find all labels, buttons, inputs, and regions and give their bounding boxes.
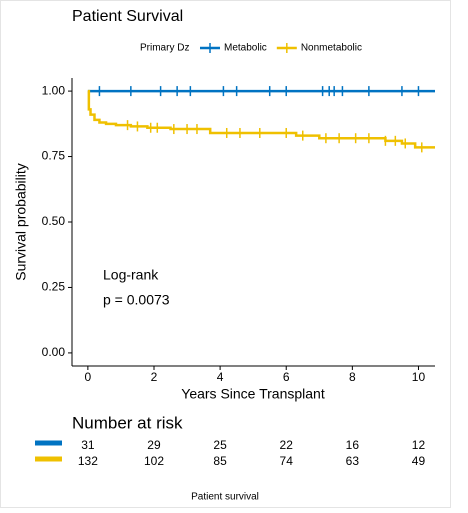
risk-count: 12	[412, 438, 426, 452]
survival-curve	[87, 89, 435, 149]
risk-count: 85	[213, 454, 227, 468]
x-tick-label: 2	[151, 370, 158, 384]
legend-label: Metabolic	[224, 43, 267, 54]
risk-count: 22	[280, 438, 294, 452]
x-tick-label: 4	[217, 370, 224, 384]
risk-count: 74	[280, 454, 294, 468]
risk-count: 49	[412, 454, 426, 468]
risk-count: 63	[346, 454, 360, 468]
y-tick-label: 0.75	[42, 149, 66, 163]
x-tick-label: 0	[85, 370, 92, 384]
risk-count: 132	[78, 454, 98, 468]
x-tick-label: 8	[349, 370, 356, 384]
risk-count: 102	[144, 454, 164, 468]
risk-count: 25	[213, 438, 227, 452]
legend-label: Nonmetabolic	[301, 43, 362, 54]
risk-count: 16	[346, 438, 360, 452]
x-tick-label: 10	[412, 370, 426, 384]
annotation: p = 0.0073	[103, 292, 170, 308]
risk-count: 29	[147, 438, 161, 452]
y-tick-label: 1.00	[42, 83, 66, 97]
y-tick-label: 0.25	[42, 280, 66, 294]
frame	[0, 0, 451, 508]
risk-table-title: Number at risk	[72, 413, 183, 432]
legend-title: Primary Dz	[140, 43, 189, 54]
risk-count: 31	[81, 438, 95, 452]
chart-title: Patient Survival	[72, 8, 183, 25]
y-tick-label: 0.00	[42, 345, 66, 359]
x-axis-label: Years Since Transplant	[181, 386, 325, 402]
annotation: Log-rank	[103, 267, 159, 283]
y-tick-label: 0.50	[42, 214, 66, 228]
x-tick-label: 6	[283, 370, 290, 384]
caption: Patient survival	[191, 492, 259, 503]
y-axis-label: Survival probability	[13, 163, 29, 281]
